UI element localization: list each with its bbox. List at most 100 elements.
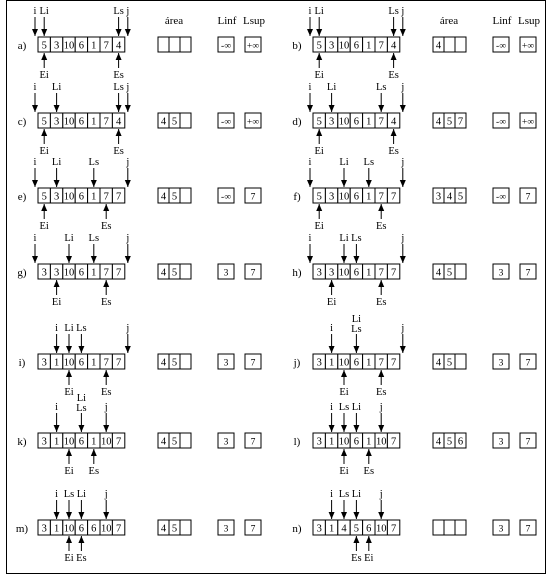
pointer-li-arrow xyxy=(353,500,360,519)
lsup-value: 7 xyxy=(526,193,531,203)
lsup-value: 7 xyxy=(251,359,256,369)
array-value: 6 xyxy=(354,41,359,52)
array-value: 5 xyxy=(317,41,322,52)
area-cell xyxy=(179,36,192,53)
pointer-j-arrow xyxy=(124,93,131,112)
array-value: 3 xyxy=(317,358,322,369)
area-value: 4 xyxy=(447,192,453,203)
array-value: 10 xyxy=(339,41,350,52)
lsup-box xyxy=(519,519,537,536)
header-area: área xyxy=(440,15,458,27)
pointer-ls-label: Ls xyxy=(113,82,124,93)
pointer-i-label: i xyxy=(309,233,312,244)
linf-value: -∞ xyxy=(221,193,231,203)
linf-value: 3 xyxy=(224,525,229,535)
area-value: 5 xyxy=(447,437,452,448)
pointer-es-arrow xyxy=(78,536,85,551)
array-value: 10 xyxy=(64,268,75,279)
pointer-i-label: i xyxy=(34,233,37,244)
pointer-es-arrow xyxy=(353,536,360,551)
pointer-ls-arrow xyxy=(341,413,347,432)
pointer-li-label: Li xyxy=(52,82,61,93)
step-e: e) 5 3 10 6 1 7 7 4 5 -∞ 7i Li Ls jEi Es xyxy=(18,157,262,232)
pointer-i-label: i xyxy=(330,489,333,500)
pointer-ei-arrow xyxy=(41,129,48,144)
pointer-ei-arrow xyxy=(341,370,347,385)
array-value: 6 xyxy=(366,524,371,535)
pointer-ls-label: Ls xyxy=(89,157,100,168)
array-value: 7 xyxy=(379,117,384,128)
pointer-j-label: j xyxy=(379,489,383,500)
lsup-value: +∞ xyxy=(247,118,259,128)
pointer-es-label: Es xyxy=(101,221,112,232)
array-cell xyxy=(386,353,401,370)
linf-box xyxy=(492,187,510,204)
lsup-value: +∞ xyxy=(522,42,534,52)
array-value: 3 xyxy=(42,524,47,535)
pointer-i-arrow xyxy=(328,500,335,519)
step-i: i) 3 1 10 6 1 7 7 4 5 3 7i Li Ls jEi Es xyxy=(19,323,262,398)
pointer-i-arrow xyxy=(328,413,335,432)
step-l: l) 3 1 10 6 1 10 7 4 5 6 3 7i Ls Li jEi Es xyxy=(294,402,537,477)
array-value: 7 xyxy=(379,358,384,369)
array-value: 7 xyxy=(391,192,396,203)
pointer-ls-arrow xyxy=(90,244,97,263)
array-value: 7 xyxy=(116,358,121,369)
pointer-ls-label: Ls xyxy=(376,82,387,93)
array-value: 3 xyxy=(317,268,322,279)
area-cell xyxy=(179,187,192,204)
lsup-value: +∞ xyxy=(247,42,259,52)
pointer-li-label: Li xyxy=(327,82,336,93)
pointer-es-arrow xyxy=(378,370,385,385)
lsup-box xyxy=(519,112,537,129)
array-value: 6 xyxy=(91,524,96,535)
array-value: 6 xyxy=(79,192,84,203)
pointer-j-arrow xyxy=(399,93,406,112)
pointer-i-arrow xyxy=(32,244,38,263)
array-value: 6 xyxy=(79,524,84,535)
array-value: 3 xyxy=(54,192,59,203)
array-value: 10 xyxy=(64,437,75,448)
pointer-es-arrow xyxy=(390,129,397,144)
step-b: b) 5 3 10 6 1 7 4 4 -∞ +∞i Li Ls jEi Es xyxy=(292,6,537,81)
step-label: b) xyxy=(292,40,302,52)
array-value: 6 xyxy=(79,117,84,128)
pointer-j-arrow xyxy=(124,168,131,187)
linf-value: 3 xyxy=(499,438,504,448)
array-value: 7 xyxy=(379,268,384,279)
pointer-i-arrow xyxy=(53,413,60,432)
pointer-i-arrow xyxy=(53,334,60,353)
lsup-box xyxy=(244,112,262,129)
pointer-es-arrow xyxy=(103,204,110,219)
array-value: 5 xyxy=(42,117,47,128)
pointer-ei-label: Ei xyxy=(315,221,324,232)
array-value: 5 xyxy=(354,524,359,535)
pointer-ls-arrow xyxy=(115,17,122,36)
linf-value: -∞ xyxy=(496,118,506,128)
array-value: 10 xyxy=(339,268,350,279)
area-value: 5 xyxy=(458,192,463,203)
lsup-value: +∞ xyxy=(522,118,534,128)
area-cell xyxy=(443,519,456,536)
area-value: 5 xyxy=(172,192,177,203)
array-value: 3 xyxy=(54,117,59,128)
linf-value: 3 xyxy=(499,359,504,369)
array-cell xyxy=(111,263,126,280)
step-label: i) xyxy=(19,357,26,369)
array-cell xyxy=(111,36,126,53)
area-cell xyxy=(179,353,192,370)
step-label: d) xyxy=(292,116,302,128)
pointer-ls-arrow xyxy=(66,500,72,519)
pointer-es-label: Es xyxy=(388,70,399,81)
area-cell xyxy=(454,187,467,204)
pointer-i-arrow xyxy=(328,334,335,353)
array-value: 1 xyxy=(91,358,96,369)
array-value: 10 xyxy=(64,192,75,203)
lsup-value: 7 xyxy=(251,525,256,535)
pointer-ei-arrow xyxy=(365,536,372,551)
array-value: 7 xyxy=(104,268,109,279)
pointer-ei-arrow xyxy=(53,280,60,295)
pointer-i-label: i xyxy=(34,6,37,17)
area-cell xyxy=(454,263,467,280)
